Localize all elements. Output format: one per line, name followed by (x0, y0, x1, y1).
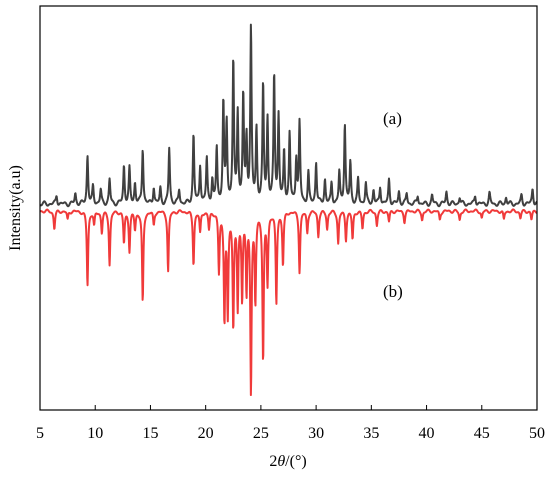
x-tick-label: 30 (308, 425, 324, 442)
x-ticks: 5 10 15 20 25 30 35 40 45 50 (36, 405, 545, 442)
x-tick-label: 50 (529, 425, 545, 442)
x-axis-label: 2θ/(°) (269, 453, 306, 470)
series-line-a (39, 23, 538, 208)
x-tick-label: 25 (253, 425, 269, 442)
plot-lines (39, 23, 538, 397)
x-tick-label: 10 (87, 425, 103, 442)
x-tick-label: 45 (474, 425, 490, 442)
series-line-b (39, 208, 538, 397)
plot-frame (39, 5, 538, 411)
x-tick-label: 35 (363, 425, 379, 442)
annotation-b: (b) (383, 282, 403, 301)
x-label-variable: θ (277, 453, 285, 470)
annotation-a: (a) (383, 109, 402, 128)
x-tick-label: 15 (142, 425, 158, 442)
y-axis-label: Intensity(a.u) (7, 165, 24, 251)
x-tick-label: 20 (198, 425, 214, 442)
x-tick-label: 5 (36, 425, 44, 442)
x-tick-label: 40 (419, 425, 435, 442)
x-label-prefix: 2 (269, 453, 277, 470)
x-label-suffix: /(°) (285, 453, 307, 470)
